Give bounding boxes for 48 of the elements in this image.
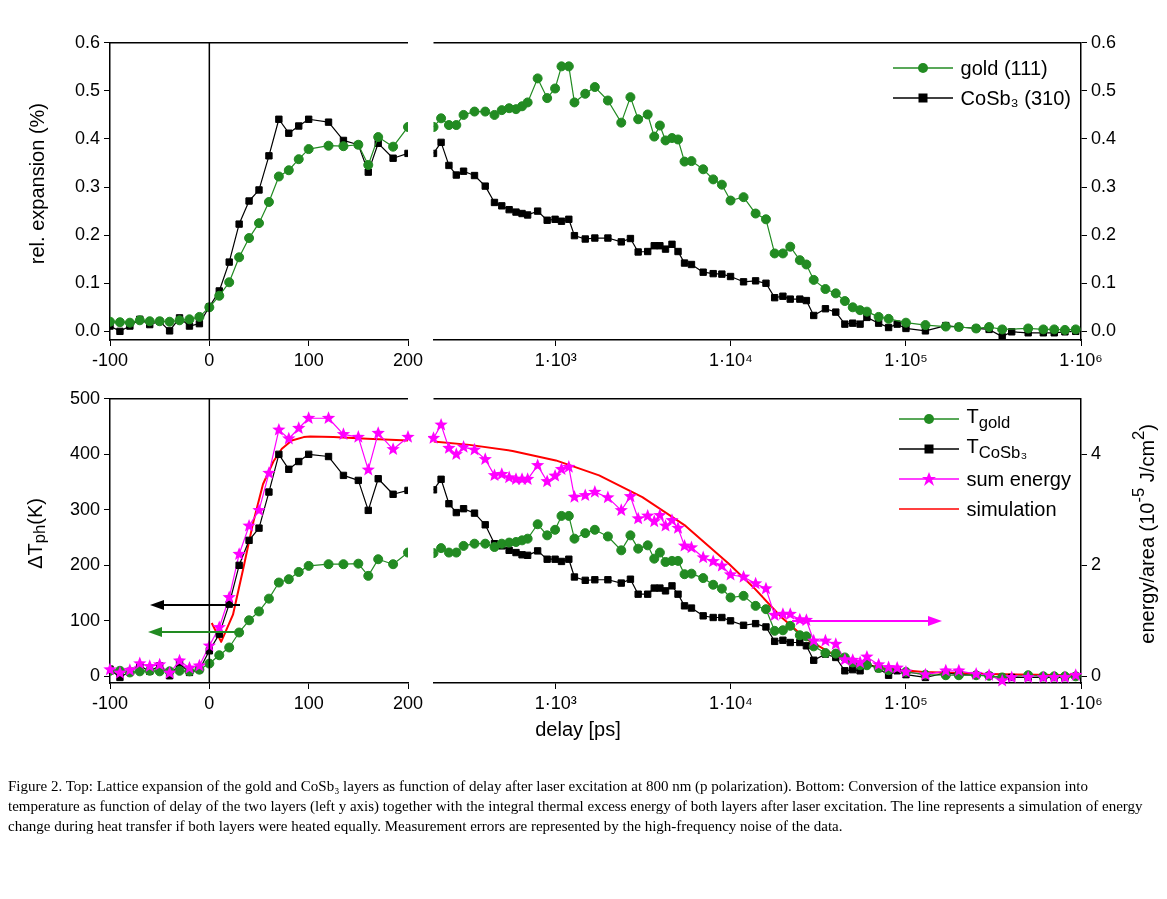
legend-label: simulation [966,497,1057,521]
x-tick-label: 200 [392,349,424,370]
y-tick-label: 100 [69,609,100,630]
y2-tick-label: 0.3 [1091,176,1117,197]
y2-tick-label: 0.4 [1091,127,1117,148]
y2-tick-label: 0.0 [1091,320,1117,341]
x-tick-label: 1·10⁶ [1059,692,1103,713]
y-tick-label: 0 [89,665,100,686]
y-tick-label: 0.5 [74,79,100,100]
y-tick-label: 0.2 [74,224,100,245]
y-tick-label: 0.1 [74,272,100,293]
y2-tick-label: 0.1 [1091,272,1117,293]
x-tick-label: 0 [204,349,215,370]
x-tick-label: 100 [293,349,324,370]
x-tick-label: 100 [293,692,324,713]
y-axis-title: rel. expansion (%) [25,103,49,265]
y2-tick-label: 2 [1091,554,1102,575]
legend-label: T$_{CoSb₃}$ [966,435,1028,463]
y2-tick-label: 0.6 [1091,31,1117,52]
y-tick-label: 400 [69,443,100,464]
y-tick-label: 300 [69,498,100,519]
x-tick-label: 1·10⁶ [1059,349,1103,370]
x-tick-label: 1·10⁴ [709,349,753,370]
x-tick-label: 0 [204,692,215,713]
x-tick-label: 1·10³ [534,692,577,713]
y-tick-label: 0.3 [74,176,100,197]
y-tick-label: 0.6 [74,31,100,52]
legend-label: CoSb₃ (310) [960,86,1071,110]
x-tick-label: -100 [91,349,129,370]
x-tick-label: -100 [91,692,129,713]
x-tick-label: 1·10³ [534,349,577,370]
y-tick-label: 0.0 [74,320,100,341]
x-tick-label: 1·10⁵ [884,692,928,713]
x-tick-label: 1·10⁴ [709,692,753,713]
y2-tick-label: 4 [1091,443,1102,464]
x-tick-label: 200 [392,692,424,713]
y2-tick-label: 0 [1091,665,1102,686]
legend-label: sum energy [966,467,1071,491]
y-tick-label: 500 [69,387,100,408]
x-tick-label: 1·10⁵ [884,349,928,370]
legend-label: T$_{gold}$ [966,405,1011,433]
y-tick-label: 0.4 [74,127,100,148]
legend-label: gold (111) [960,56,1048,80]
y2-tick-label: 0.2 [1091,224,1117,245]
y2-tick-label: 0.5 [1091,79,1117,100]
caption: Figure 2. Top: Lattice expansion of the gold and CoSb₃ layers as function of delay after laser excitation at 800 nm (p polarization). Bottom: Conversion of the lattice expansion into temperature as function of delay of the two layers (left y axis) together with the integral thermal excess energy of both layers after laser excitation. The line represents a simulation of energy change during heat transfer if both layers were heated equally. Measurement errors are represented by the high-frequency noise of the data. [8,777,1144,836]
x-axis-title: delay [ps] [534,718,622,741]
y-tick-label: 200 [69,554,100,575]
